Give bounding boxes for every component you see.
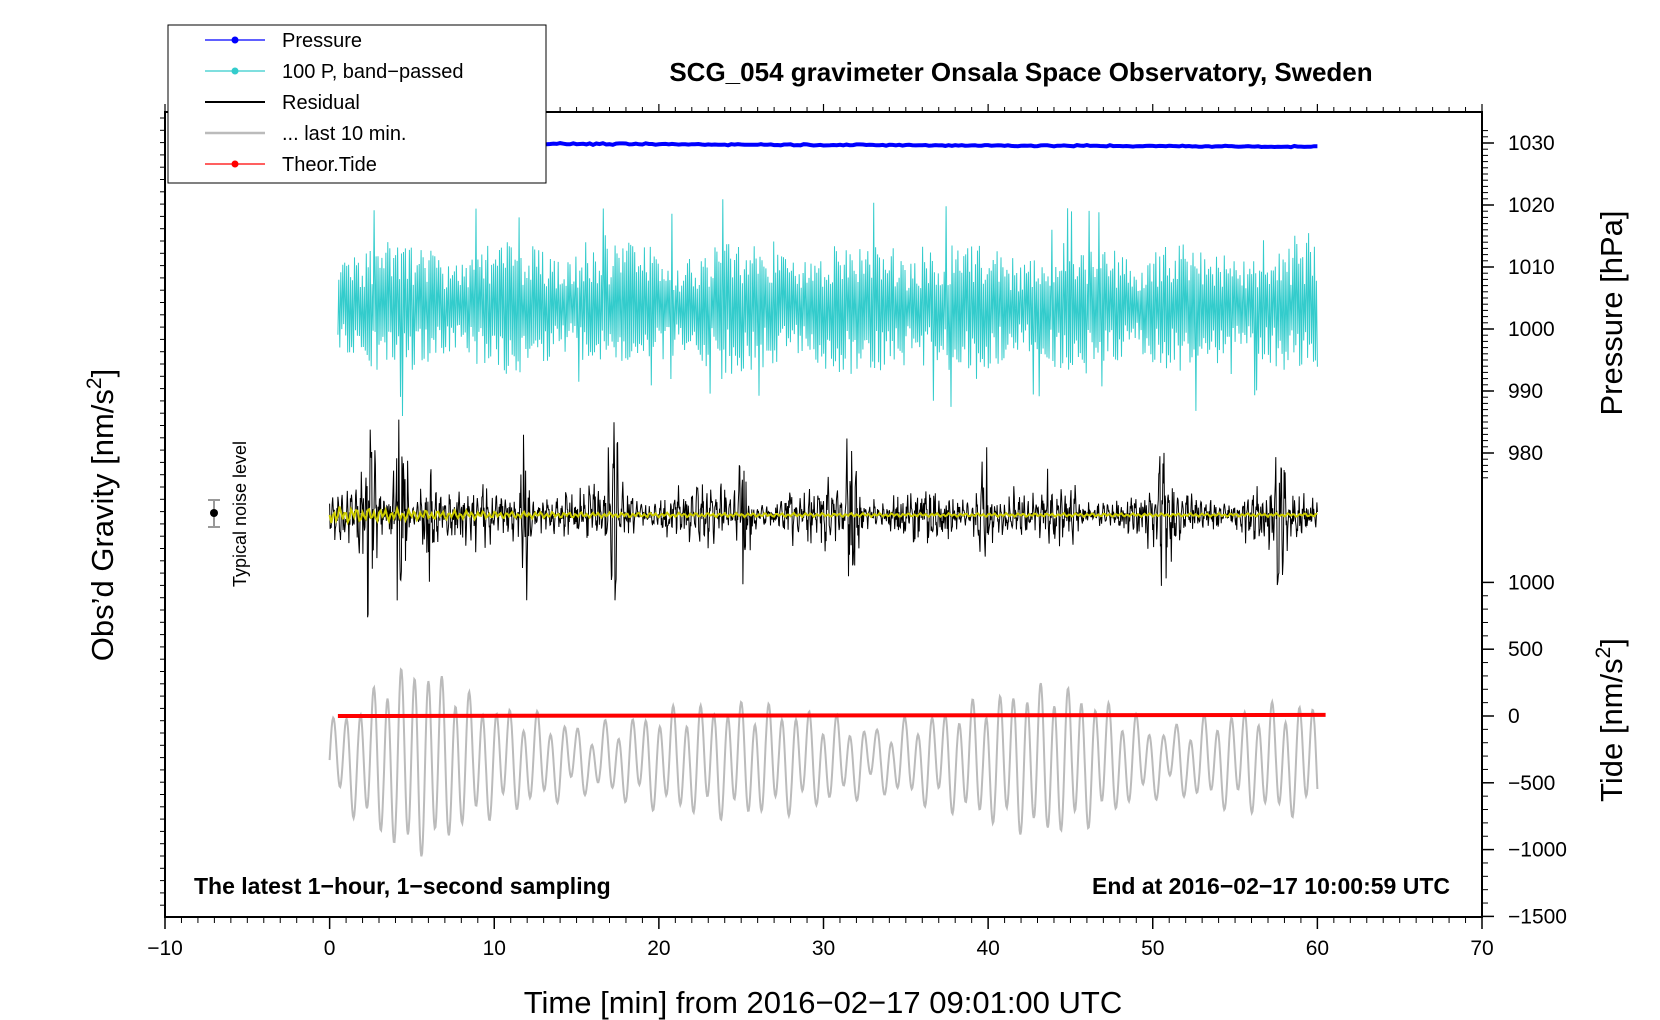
legend-entry-last10: ... last 10 min.	[205, 123, 407, 145]
noise-dot	[210, 509, 218, 517]
pressure-tick-label: 990	[1508, 380, 1543, 403]
tide-tick-label: 500	[1508, 638, 1543, 661]
noise-level-label: Typical noise level	[230, 441, 250, 587]
left-axis-label: Obs’d Gravity [nm/s2]	[83, 369, 120, 662]
series-theor-tide	[337, 712, 1326, 718]
pressure-tick-label: 980	[1508, 442, 1543, 465]
legend-label-last10: ... last 10 min.	[282, 123, 407, 145]
x-tick-label: 40	[976, 937, 999, 960]
series-bandpassed	[337, 199, 1318, 417]
tide-axis-label-main: Tide [nm/s	[1594, 658, 1629, 802]
pressure-tick-label: 1020	[1508, 194, 1555, 217]
series-residual	[329, 419, 1318, 618]
legend-entry-residual: Residual	[205, 92, 360, 114]
x-tick-label: −10	[147, 937, 183, 960]
legend-box	[167, 24, 547, 184]
tide-tick-label: 0	[1508, 705, 1520, 728]
tide-axis-label-end: ]	[1594, 638, 1629, 647]
legend: Pressure 100 P, band−passed Residual ...…	[167, 24, 547, 184]
x-tick-label: 0	[324, 937, 336, 960]
left-axis-label-main: Obs’d Gravity [nm/s	[85, 389, 120, 661]
tide-axis-label: Tide [nm/s2]	[1592, 638, 1629, 802]
legend-entry-tide: Theor.Tide	[205, 154, 377, 176]
tide-tick-label: 1000	[1508, 571, 1555, 594]
legend-marker-bandpassed	[231, 67, 239, 75]
x-axis-label: Time [min] from 2016−02−17 09:01:00 UTC	[524, 985, 1123, 1020]
legend-marker-pressure	[231, 36, 239, 44]
x-tick-label: 60	[1306, 937, 1329, 960]
tide-tick-label: −500	[1508, 772, 1555, 795]
series-last10	[328, 667, 1319, 857]
legend-label-residual: Residual	[282, 92, 360, 114]
tide-tick-label: −1500	[1508, 905, 1567, 928]
end-time-annotation: End at 2016−02−17 10:00:59 UTC	[1092, 873, 1450, 899]
noise-level-indicator: Typical noise level	[208, 441, 250, 587]
x-tick-label: 30	[812, 937, 835, 960]
tide-axis-label-sup: 2	[1592, 647, 1615, 659]
chart-title: SCG_054 gravimeter Onsala Space Observat…	[669, 57, 1372, 87]
x-tick-label: 20	[647, 937, 670, 960]
legend-label-tide: Theor.Tide	[282, 154, 377, 176]
legend-marker-tide	[231, 160, 239, 168]
series-residual-smoothed	[328, 505, 1318, 526]
x-tick-label: 10	[483, 937, 506, 960]
data-series-group	[328, 140, 1326, 857]
legend-entry-pressure: Pressure	[205, 30, 362, 52]
pressure-axis-label: Pressure [hPa]	[1594, 210, 1629, 415]
sampling-annotation: The latest 1−hour, 1−second sampling	[194, 873, 611, 899]
x-tick-label: 70	[1470, 937, 1493, 960]
ticks-group: −10 0 10 20 30 40 50 60 709809901000101010201030…	[147, 104, 1567, 960]
legend-entry-bandpassed: 100 P, band−passed	[205, 61, 463, 83]
legend-label-bandpassed: 100 P, band−passed	[282, 61, 463, 83]
pressure-tick-label: 1010	[1508, 256, 1555, 279]
legend-label-pressure: Pressure	[282, 30, 362, 52]
pressure-tick-label: 1000	[1508, 318, 1555, 341]
pressure-tick-label: 1030	[1508, 132, 1555, 155]
tide-tick-label: −1000	[1508, 839, 1567, 862]
left-axis-label-end: ]	[85, 369, 120, 378]
x-tick-label: 50	[1141, 937, 1164, 960]
left-axis-label-sup: 2	[83, 377, 106, 389]
